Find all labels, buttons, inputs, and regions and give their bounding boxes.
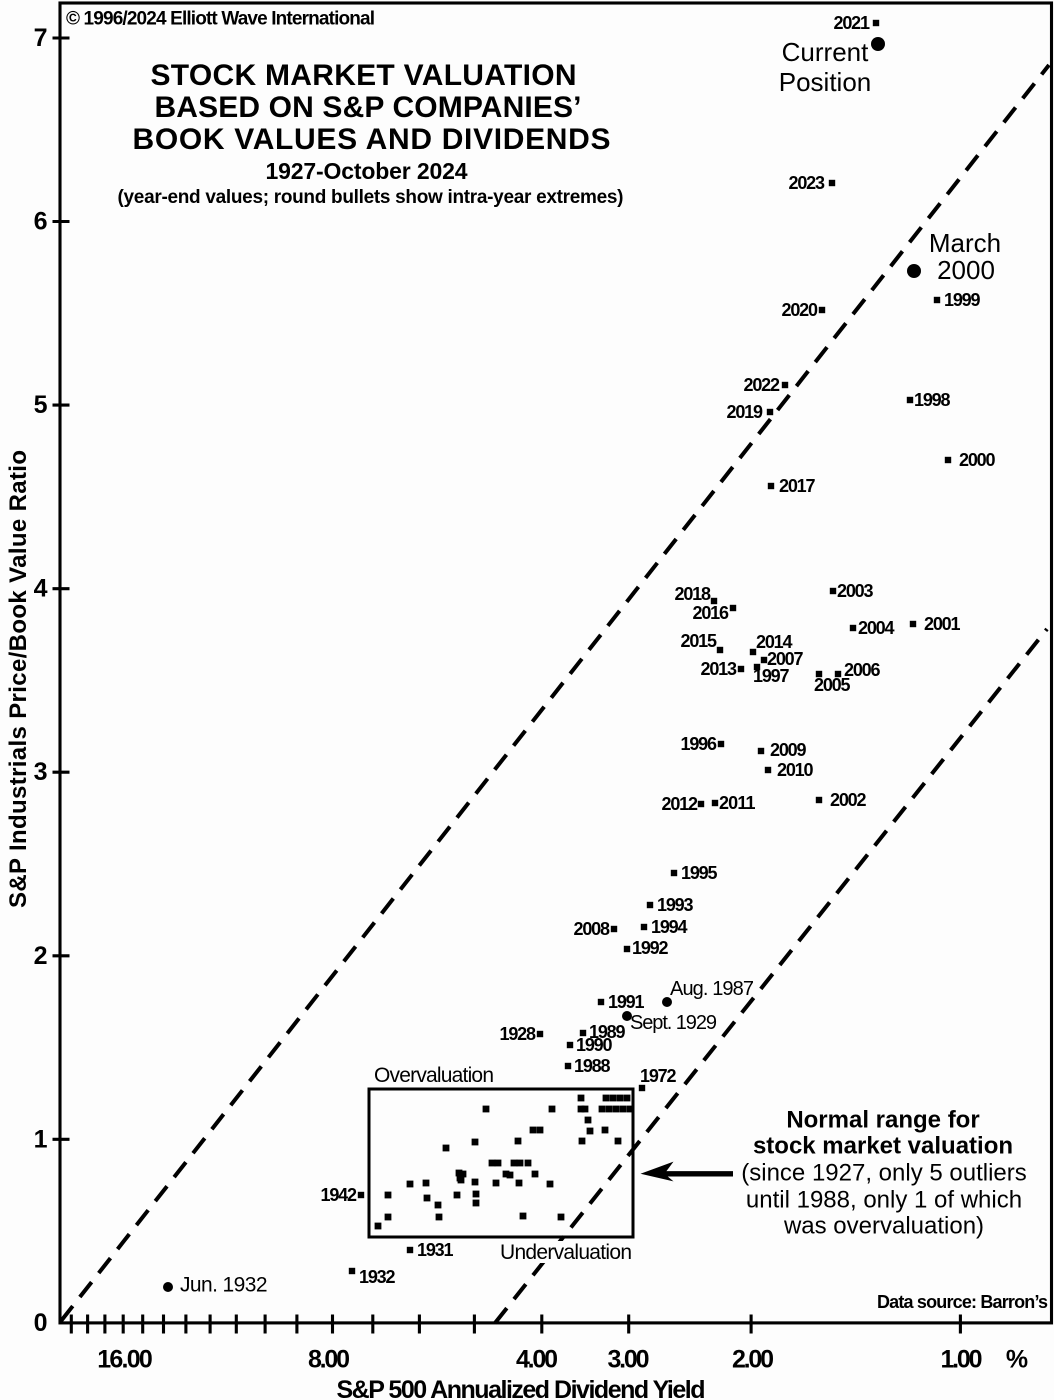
svg-text:BOOK VALUES AND DIVIDENDS: BOOK VALUES AND DIVIDENDS bbox=[133, 123, 611, 156]
svg-text:2022: 2022 bbox=[744, 375, 781, 395]
svg-text:BASED ON S&P COMPANIES’: BASED ON S&P COMPANIES’ bbox=[155, 91, 582, 124]
svg-text:1994: 1994 bbox=[651, 917, 688, 937]
svg-text:(since 1927, only 5 outliers: (since 1927, only 5 outliers bbox=[741, 1160, 1027, 1187]
svg-text:1996: 1996 bbox=[681, 734, 718, 754]
svg-text:1995: 1995 bbox=[681, 863, 718, 883]
svg-text:2011: 2011 bbox=[719, 793, 756, 813]
svg-text:Current: Current bbox=[782, 37, 869, 67]
svg-text:1989: 1989 bbox=[589, 1022, 626, 1042]
svg-text:Data source: Barron’s: Data source: Barron’s bbox=[877, 1292, 1048, 1312]
svg-text:2005: 2005 bbox=[814, 675, 851, 695]
svg-text:© 1996/2024 Elliott Wave Inter: © 1996/2024 Elliott Wave International bbox=[66, 9, 375, 30]
svg-text:3.00: 3.00 bbox=[608, 1346, 650, 1374]
svg-text:6: 6 bbox=[34, 208, 48, 236]
svg-text:1928: 1928 bbox=[500, 1024, 537, 1044]
svg-text:7: 7 bbox=[34, 24, 48, 52]
svg-text:1992: 1992 bbox=[632, 938, 669, 958]
svg-text:(year-end values; round bullet: (year-end values; round bullets show int… bbox=[118, 187, 624, 208]
svg-text:until 1988, only 1 of which: until 1988, only 1 of which bbox=[746, 1187, 1022, 1214]
svg-text:2008: 2008 bbox=[574, 919, 611, 939]
svg-text:1998: 1998 bbox=[914, 390, 951, 410]
svg-text:2015: 2015 bbox=[681, 631, 718, 651]
svg-text:2012: 2012 bbox=[662, 794, 699, 814]
svg-text:1999: 1999 bbox=[944, 290, 981, 310]
svg-text:1993: 1993 bbox=[657, 895, 694, 915]
svg-text:2023: 2023 bbox=[789, 173, 826, 193]
svg-text:Position: Position bbox=[779, 67, 872, 97]
svg-text:S&P 500 Annualized Dividend Yi: S&P 500 Annualized Dividend Yield bbox=[337, 1376, 706, 1400]
svg-text:1942: 1942 bbox=[321, 1185, 358, 1205]
svg-text:2000: 2000 bbox=[959, 450, 996, 470]
svg-text:2: 2 bbox=[34, 942, 48, 970]
svg-text:8.00: 8.00 bbox=[308, 1346, 350, 1374]
svg-text:2019: 2019 bbox=[727, 402, 764, 422]
svg-text:S&P Industrials Price/Book Val: S&P Industrials Price/Book Value Ratio bbox=[5, 450, 32, 908]
svg-text:2.00: 2.00 bbox=[732, 1346, 774, 1374]
svg-text:3: 3 bbox=[34, 758, 48, 786]
svg-text:1990: 1990 bbox=[576, 1035, 613, 1055]
svg-text:%: % bbox=[1006, 1346, 1028, 1374]
svg-text:2016: 2016 bbox=[693, 603, 730, 623]
svg-text:Overvaluation: Overvaluation bbox=[374, 1064, 494, 1087]
svg-text:1927-October 2024: 1927-October 2024 bbox=[266, 158, 468, 184]
svg-text:2006: 2006 bbox=[844, 660, 881, 680]
svg-text:1988: 1988 bbox=[574, 1056, 611, 1076]
svg-text:stock market valuation: stock market valuation bbox=[753, 1133, 1013, 1160]
svg-text:2002: 2002 bbox=[830, 790, 867, 810]
svg-text:0: 0 bbox=[34, 1309, 48, 1337]
svg-text:2021: 2021 bbox=[834, 13, 871, 33]
svg-text:2017: 2017 bbox=[779, 476, 816, 496]
svg-text:1991: 1991 bbox=[608, 992, 645, 1012]
svg-text:2020: 2020 bbox=[782, 300, 819, 320]
svg-text:16.00: 16.00 bbox=[97, 1346, 153, 1374]
svg-text:2010: 2010 bbox=[777, 760, 814, 780]
svg-text:2018: 2018 bbox=[675, 584, 712, 604]
svg-text:1997: 1997 bbox=[753, 666, 790, 686]
svg-text:1: 1 bbox=[34, 1125, 48, 1153]
svg-text:was overvaluation): was overvaluation) bbox=[783, 1213, 984, 1240]
svg-text:2003: 2003 bbox=[837, 581, 874, 601]
svg-text:2001: 2001 bbox=[924, 614, 961, 634]
svg-text:4: 4 bbox=[34, 575, 48, 603]
svg-text:STOCK MARKET VALUATION: STOCK MARKET VALUATION bbox=[151, 59, 577, 92]
svg-text:2009: 2009 bbox=[770, 740, 807, 760]
svg-text:1972: 1972 bbox=[640, 1066, 677, 1086]
svg-text:2014: 2014 bbox=[756, 632, 793, 652]
svg-text:Sept. 1929: Sept. 1929 bbox=[630, 1012, 717, 1034]
svg-text:Undervaluation: Undervaluation bbox=[500, 1241, 632, 1264]
svg-text:1931: 1931 bbox=[417, 1240, 454, 1260]
svg-text:Normal range for: Normal range for bbox=[786, 1107, 979, 1134]
svg-text:1.00: 1.00 bbox=[941, 1346, 983, 1374]
svg-text:2000: 2000 bbox=[937, 255, 995, 285]
svg-text:1932: 1932 bbox=[359, 1267, 396, 1287]
svg-text:March: March bbox=[929, 228, 1001, 258]
svg-text:4.00: 4.00 bbox=[516, 1346, 558, 1374]
svg-text:2004: 2004 bbox=[858, 618, 895, 638]
svg-text:2013: 2013 bbox=[701, 659, 738, 679]
svg-text:5: 5 bbox=[34, 391, 48, 419]
svg-text:2007: 2007 bbox=[767, 649, 804, 669]
svg-text:Jun. 1932: Jun. 1932 bbox=[180, 1274, 268, 1297]
svg-text:Aug. 1987: Aug. 1987 bbox=[670, 978, 754, 1000]
